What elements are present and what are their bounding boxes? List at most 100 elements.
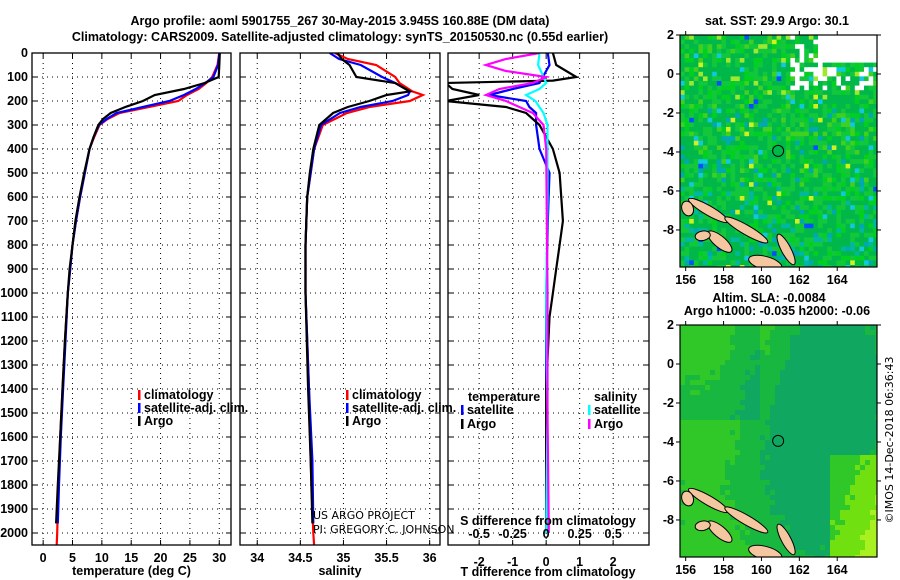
map-cell: [765, 445, 771, 451]
map-cell: [720, 465, 726, 471]
map-cell: [825, 510, 831, 516]
map-cell: [845, 131, 851, 137]
map-cell: [831, 251, 837, 257]
map-cell: [762, 223, 768, 229]
map-cell: [810, 455, 816, 461]
map-cell: [785, 330, 791, 336]
map-cell: [805, 420, 811, 426]
map-cell: [831, 127, 837, 133]
map-cell: [705, 515, 711, 521]
map-cell: [850, 255, 856, 261]
map-cell: [799, 182, 805, 188]
map-cell: [845, 173, 851, 179]
map-cell: [770, 520, 776, 526]
map-cell: [745, 345, 751, 351]
map-cell: [772, 48, 778, 54]
map-cell: [716, 150, 722, 156]
map-cell: [753, 94, 759, 100]
map-cell: [726, 136, 732, 142]
map-cell: [710, 385, 716, 391]
map-cell: [841, 62, 847, 68]
lat-tick-label: -2: [663, 396, 674, 410]
map-cell: [845, 159, 851, 165]
map-cell: [875, 515, 877, 521]
map-cell: [790, 265, 796, 267]
map-cell: [740, 450, 746, 456]
map-cell: [695, 395, 701, 401]
map-cell: [859, 251, 865, 257]
map-cell: [721, 173, 727, 179]
map-cell: [695, 470, 701, 476]
map-cell: [749, 108, 755, 114]
map-cell: [790, 395, 796, 401]
map-cell: [693, 122, 699, 128]
map-cell: [785, 58, 791, 64]
map-cell: [685, 515, 691, 521]
map-cell: [712, 81, 718, 87]
map-cell: [860, 470, 866, 476]
map-cell: [845, 350, 851, 356]
map-cell: [715, 350, 721, 356]
map-cell: [767, 81, 773, 87]
map-cell: [770, 370, 776, 376]
map-cell: [836, 99, 842, 105]
map-cell: [873, 53, 877, 59]
map-cell: [805, 325, 811, 331]
map-cell: [749, 191, 755, 197]
map-cell: [864, 214, 870, 220]
map-cell: [864, 85, 870, 91]
map-cell: [841, 251, 847, 257]
map-cell: [841, 48, 847, 54]
map-cell: [735, 173, 741, 179]
map-cell: [835, 345, 841, 351]
map-cell: [831, 94, 837, 100]
map-cell: [805, 415, 811, 421]
map-cell: [855, 435, 861, 441]
island-land: [681, 490, 695, 507]
map-cell: [850, 450, 856, 456]
map-cell: [873, 237, 877, 243]
map-cell: [705, 470, 711, 476]
map-cell: [790, 53, 796, 59]
map-cell: [831, 173, 837, 179]
map-cell: [815, 420, 821, 426]
map-cell: [730, 90, 736, 96]
map-cell: [765, 440, 771, 446]
map-cell: [721, 159, 727, 165]
map-cell: [705, 445, 711, 451]
map-cell: [854, 44, 860, 50]
map-cell: [822, 150, 828, 156]
map-cell: [855, 505, 861, 511]
map-cell: [776, 154, 782, 160]
map-cell: [815, 430, 821, 436]
map-cell: [813, 214, 819, 220]
map-cell: [749, 237, 755, 243]
map-cell: [749, 127, 755, 133]
map-cell: [805, 460, 811, 466]
map-cell: [690, 355, 696, 361]
map-cell: [767, 58, 773, 64]
map-cell: [864, 265, 870, 267]
map-cell: [799, 242, 805, 248]
map-cell: [700, 385, 706, 391]
map-cell: [730, 415, 736, 421]
map-cell: [831, 265, 837, 267]
map-cell: [744, 127, 750, 133]
map-cell: [790, 214, 796, 220]
map-cell: [775, 350, 781, 356]
map-cell: [720, 360, 726, 366]
map-cell: [749, 81, 755, 87]
map-cell: [800, 325, 806, 331]
lat-tick-label: 0: [667, 357, 674, 371]
map-cell: [690, 365, 696, 371]
map-cell: [744, 159, 750, 165]
map-cell: [800, 500, 806, 506]
map-cell: [840, 395, 846, 401]
map-cell: [726, 196, 732, 202]
map-cell: [739, 44, 745, 50]
map-cell: [693, 154, 699, 160]
map-cell: [815, 475, 821, 481]
map-cell: [720, 440, 726, 446]
map-cell: [845, 145, 851, 151]
map-cell: [750, 490, 756, 496]
